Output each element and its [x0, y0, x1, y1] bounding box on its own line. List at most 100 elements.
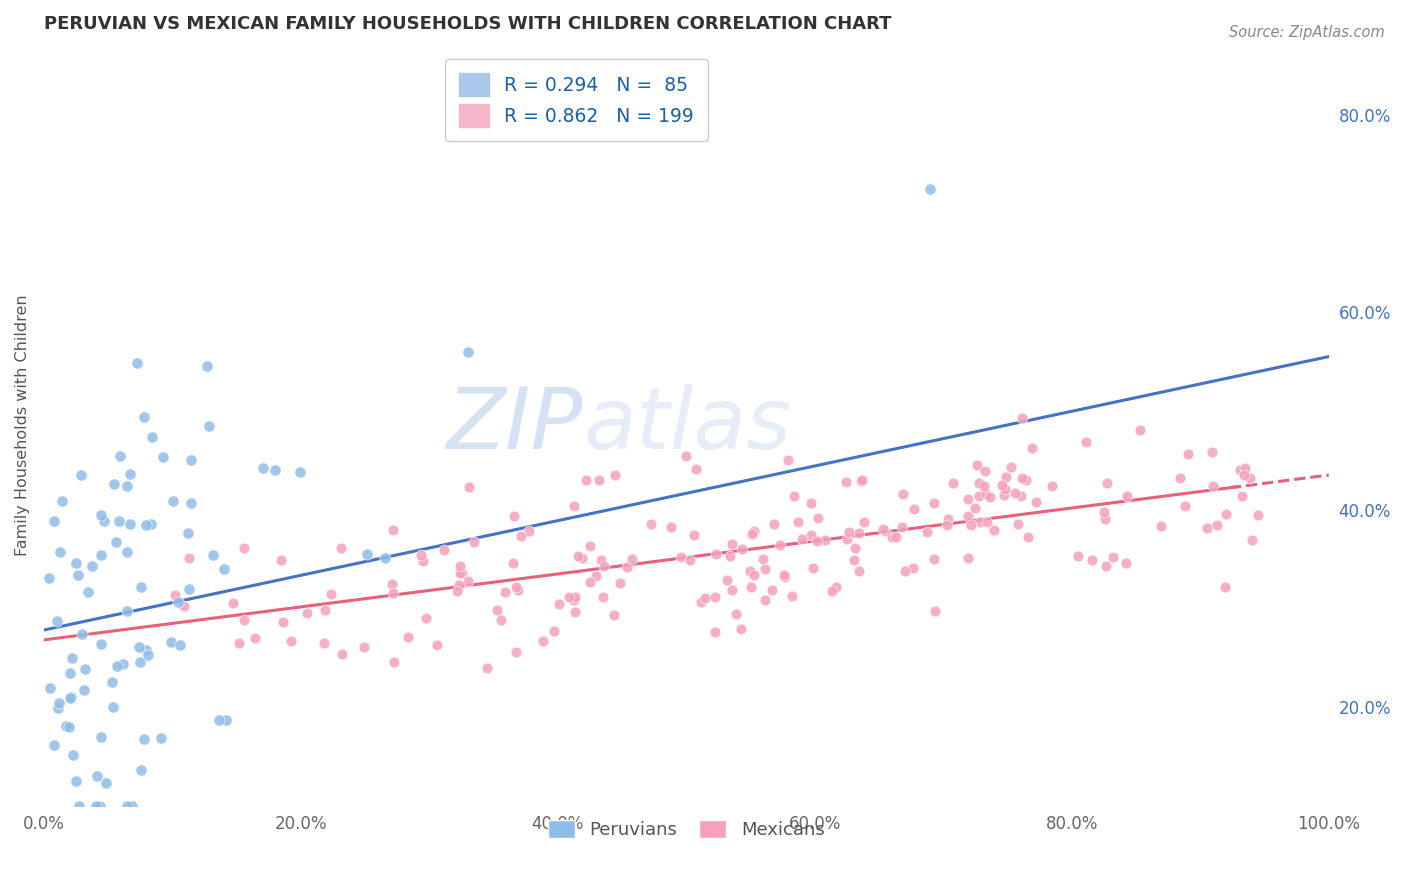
Point: [1042, 479, 1064, 493]
Point: [1195, 521, 1218, 535]
Point: [1247, 508, 1270, 523]
Point: [42, 738, 65, 752]
Point: [270, 553, 292, 567]
Point: [215, 713, 238, 727]
Point: [1232, 489, 1254, 503]
Point: [853, 516, 876, 530]
Point: [588, 473, 610, 487]
Point: [1206, 517, 1229, 532]
Point: [849, 474, 872, 488]
Point: [169, 638, 191, 652]
Point: [212, 562, 235, 576]
Point: [121, 798, 143, 813]
Text: ZIP: ZIP: [447, 384, 583, 467]
Point: [974, 487, 997, 501]
Point: [135, 517, 157, 532]
Point: [1202, 479, 1225, 493]
Point: [330, 541, 353, 555]
Point: [517, 524, 540, 538]
Point: [844, 541, 866, 555]
Point: [1017, 530, 1039, 544]
Point: [131, 580, 153, 594]
Point: [969, 516, 991, 530]
Point: [111, 657, 134, 671]
Point: [720, 537, 742, 551]
Point: [787, 515, 810, 529]
Point: [780, 589, 803, 603]
Point: [558, 590, 581, 604]
Point: [46, 701, 69, 715]
Point: [67, 798, 90, 813]
Point: [1201, 445, 1223, 459]
Point: [640, 516, 662, 531]
Point: [894, 565, 917, 579]
Point: [838, 524, 860, 539]
Point: [1011, 471, 1033, 485]
Point: [679, 553, 702, 567]
Point: [543, 624, 565, 639]
Point: [920, 182, 942, 196]
Y-axis label: Family Households with Children: Family Households with Children: [15, 295, 30, 557]
Point: [1014, 473, 1036, 487]
Point: [457, 480, 479, 494]
Point: [773, 569, 796, 583]
Point: [579, 574, 602, 589]
Point: [489, 613, 512, 627]
Point: [135, 643, 157, 657]
Point: [494, 585, 516, 599]
Point: [973, 479, 995, 493]
Point: [315, 602, 337, 616]
Point: [90, 508, 112, 522]
Point: [659, 519, 682, 533]
Point: [55, 719, 77, 733]
Point: [1239, 471, 1261, 485]
Point: [412, 554, 434, 568]
Point: [1168, 470, 1191, 484]
Point: [89, 798, 111, 813]
Point: [740, 581, 762, 595]
Point: [979, 491, 1001, 505]
Point: [433, 542, 456, 557]
Point: [531, 633, 554, 648]
Point: [118, 467, 141, 481]
Point: [179, 551, 201, 566]
Point: [503, 508, 526, 523]
Point: [1000, 460, 1022, 475]
Point: [101, 700, 124, 714]
Point: [742, 568, 765, 582]
Point: [1067, 549, 1090, 563]
Point: [682, 528, 704, 542]
Point: [893, 487, 915, 501]
Text: Source: ZipAtlas.com: Source: ZipAtlas.com: [1229, 25, 1385, 40]
Point: [689, 595, 711, 609]
Point: [177, 582, 200, 597]
Point: [1025, 495, 1047, 509]
Point: [592, 590, 614, 604]
Point: [120, 517, 142, 532]
Point: [59, 665, 82, 680]
Point: [38, 570, 60, 584]
Point: [450, 558, 472, 573]
Point: [720, 583, 742, 598]
Point: [446, 584, 468, 599]
Point: [411, 548, 433, 562]
Point: [730, 622, 752, 636]
Point: [94, 776, 117, 790]
Point: [725, 607, 748, 621]
Point: [162, 494, 184, 508]
Point: [567, 549, 589, 563]
Point: [415, 611, 437, 625]
Point: [382, 655, 405, 669]
Point: [741, 527, 763, 541]
Point: [956, 508, 979, 523]
Point: [353, 640, 375, 654]
Point: [875, 524, 897, 539]
Point: [1233, 467, 1256, 482]
Point: [128, 640, 150, 654]
Point: [1174, 499, 1197, 513]
Point: [195, 359, 218, 373]
Point: [180, 496, 202, 510]
Point: [139, 516, 162, 531]
Point: [1076, 434, 1098, 449]
Point: [742, 524, 765, 539]
